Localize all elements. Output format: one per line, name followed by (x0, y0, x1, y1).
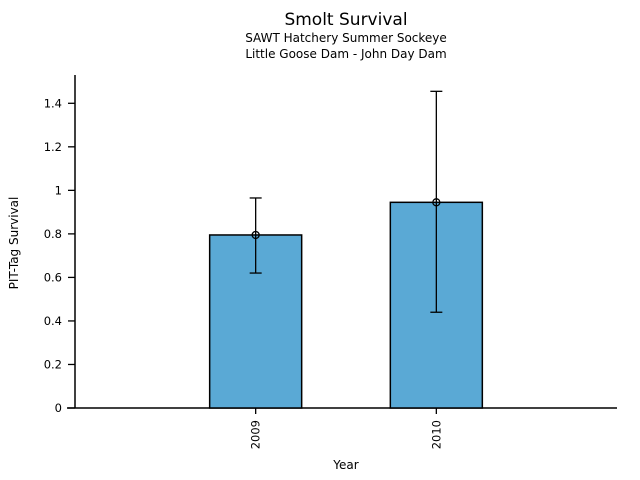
x-axis-label: Year (333, 458, 359, 472)
y-tick-label: 1.4 (44, 96, 62, 110)
y-tick-label: 1.2 (44, 140, 62, 154)
y-tick-label: 0.8 (44, 227, 62, 241)
y-tick-label: 0.6 (44, 270, 62, 284)
chart-subtitle-1: SAWT Hatchery Summer Sockeye (245, 31, 447, 45)
chart-subtitle-2: Little Goose Dam - John Day Dam (245, 47, 447, 61)
point-marker-2009 (251, 230, 260, 240)
y-tick-label: 0 (55, 401, 62, 415)
x-tick-label: 2010 (429, 420, 443, 449)
y-tick-label: 1 (55, 183, 62, 197)
y-tick-label: 0.2 (44, 357, 62, 371)
chart-title: Smolt Survival (284, 10, 408, 30)
point-marker-2010 (432, 198, 441, 207)
x-tick-label: 2009 (249, 420, 263, 449)
y-tick-label: 0.4 (44, 314, 62, 328)
